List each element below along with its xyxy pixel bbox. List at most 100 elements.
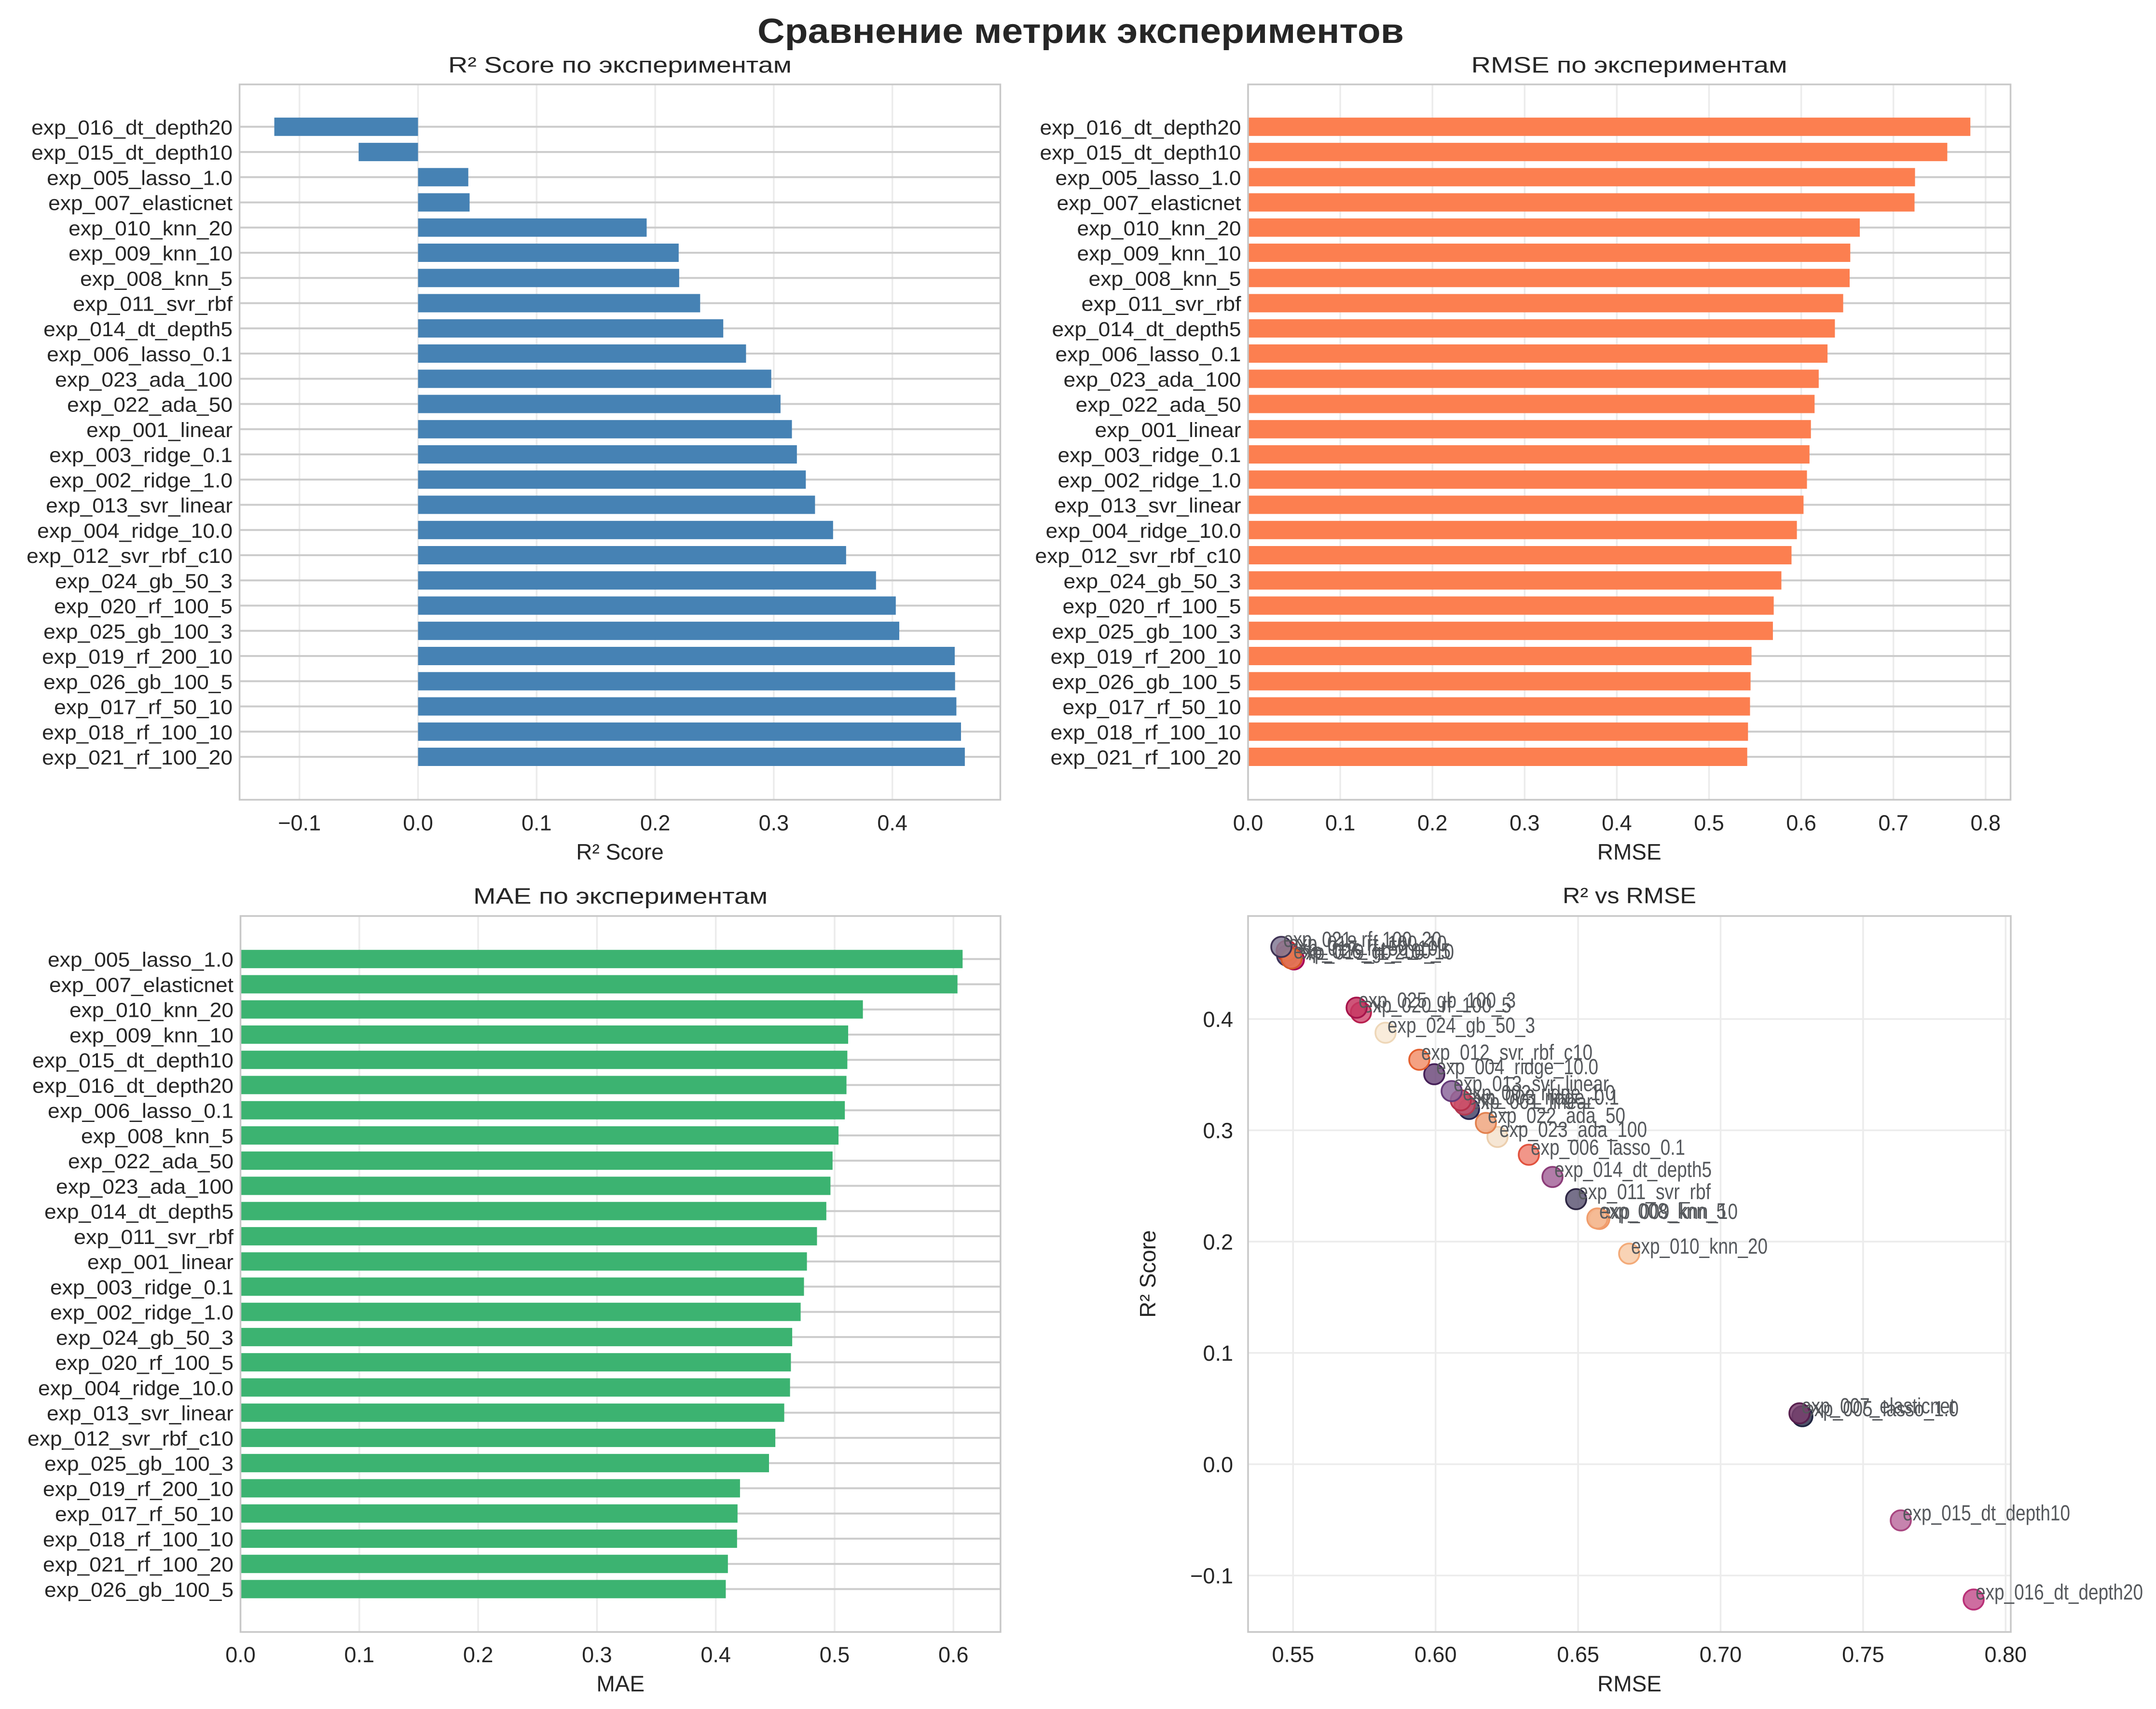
svg-text:RMSE: RMSE: [1597, 1671, 1662, 1696]
svg-text:exp_021_rf_100_20: exp_021_rf_100_20: [1283, 927, 1442, 952]
svg-text:exp_010_knn_20: exp_010_knn_20: [69, 999, 233, 1022]
svg-text:exp_022_ada_50: exp_022_ada_50: [67, 394, 233, 417]
svg-text:0.0: 0.0: [403, 810, 433, 835]
svg-text:exp_023_ada_100: exp_023_ada_100: [1499, 1117, 1647, 1142]
svg-text:exp_011_svr_rbf: exp_011_svr_rbf: [74, 1226, 234, 1249]
svg-text:exp_022_ada_50: exp_022_ada_50: [1488, 1103, 1625, 1128]
svg-text:exp_010_knn_20: exp_010_knn_20: [69, 217, 233, 240]
svg-text:MAE: MAE: [596, 1671, 645, 1696]
svg-text:exp_009_knn_10: exp_009_knn_10: [69, 1024, 233, 1047]
svg-text:exp_007_elasticnet: exp_007_elasticnet: [48, 192, 233, 215]
svg-text:exp_025_gb_100_3: exp_025_gb_100_3: [1052, 620, 1241, 643]
svg-text:exp_023_ada_100: exp_023_ada_100: [56, 1175, 233, 1198]
svg-text:0.5: 0.5: [820, 1642, 850, 1667]
svg-text:exp_014_dt_depth5: exp_014_dt_depth5: [43, 318, 233, 341]
svg-text:exp_016_dt_depth20: exp_016_dt_depth20: [1976, 1580, 2143, 1604]
svg-text:exp_023_ada_100: exp_023_ada_100: [55, 368, 233, 391]
svg-text:exp_004_ridge_10.0: exp_004_ridge_10.0: [1436, 1054, 1598, 1079]
svg-text:0.1: 0.1: [1325, 810, 1356, 835]
svg-text:exp_002_ridge_1.0: exp_002_ridge_1.0: [50, 1301, 233, 1325]
svg-text:exp_009_knn_10: exp_009_knn_10: [1077, 242, 1241, 265]
svg-text:RMSE: RMSE: [1597, 839, 1662, 864]
svg-text:exp_018_rf_100_10: exp_018_rf_100_10: [1051, 721, 1241, 744]
svg-text:0.2: 0.2: [1417, 810, 1448, 835]
svg-text:exp_018_rf_100_10: exp_018_rf_100_10: [43, 1528, 233, 1551]
svg-text:exp_019_rf_200_10: exp_019_rf_200_10: [43, 1477, 233, 1501]
svg-text:exp_026_gb_100_5: exp_026_gb_100_5: [44, 1578, 233, 1601]
svg-text:exp_021_rf_100_20: exp_021_rf_100_20: [42, 746, 233, 769]
svg-text:0.65: 0.65: [1557, 1642, 1599, 1667]
svg-text:0.3: 0.3: [1510, 810, 1540, 835]
svg-text:exp_019_rf_200_10: exp_019_rf_200_10: [42, 645, 233, 669]
svg-text:exp_003_ridge_0.1: exp_003_ridge_0.1: [1467, 1085, 1619, 1109]
svg-text:exp_016_dt_depth20: exp_016_dt_depth20: [1040, 116, 1241, 139]
svg-text:exp_015_dt_depth10: exp_015_dt_depth10: [1903, 1501, 2070, 1525]
svg-text:exp_008_knn_5: exp_008_knn_5: [80, 267, 233, 290]
svg-text:exp_015_dt_depth10: exp_015_dt_depth10: [1040, 141, 1241, 164]
svg-text:exp_013_svr_linear: exp_013_svr_linear: [1055, 494, 1241, 518]
svg-text:exp_001_linear: exp_001_linear: [87, 1251, 233, 1274]
svg-text:Сравнение метрик экспериментов: Сравнение метрик экспериментов: [757, 12, 1404, 51]
svg-text:exp_011_svr_rbf: exp_011_svr_rbf: [1082, 293, 1242, 316]
svg-text:exp_012_svr_rbf_c10: exp_012_svr_rbf_c10: [27, 1427, 233, 1450]
svg-text:0.0: 0.0: [1203, 1452, 1233, 1477]
svg-text:exp_015_dt_depth10: exp_015_dt_depth10: [32, 1049, 233, 1072]
svg-text:exp_021_rf_100_20: exp_021_rf_100_20: [1051, 746, 1241, 769]
svg-text:exp_006_lasso_0.1: exp_006_lasso_0.1: [47, 343, 233, 366]
svg-text:exp_014_dt_depth5: exp_014_dt_depth5: [1052, 318, 1241, 341]
svg-text:exp_002_ridge_1.0: exp_002_ridge_1.0: [1058, 469, 1241, 492]
svg-text:exp_003_ridge_0.1: exp_003_ridge_0.1: [1058, 444, 1241, 467]
svg-text:exp_025_gb_100_3: exp_025_gb_100_3: [1359, 988, 1516, 1012]
svg-text:exp_022_ada_50: exp_022_ada_50: [68, 1150, 233, 1173]
svg-text:exp_007_elasticnet: exp_007_elasticnet: [1801, 1394, 1955, 1418]
svg-text:0.1: 0.1: [1203, 1341, 1233, 1366]
svg-text:exp_001_linear: exp_001_linear: [86, 419, 233, 442]
svg-text:exp_007_elasticnet: exp_007_elasticnet: [1057, 192, 1241, 215]
svg-text:exp_006_lasso_0.1: exp_006_lasso_0.1: [1531, 1135, 1685, 1160]
svg-text:0.6: 0.6: [938, 1642, 969, 1667]
svg-text:exp_020_rf_100_5: exp_020_rf_100_5: [55, 1352, 233, 1375]
svg-text:0.80: 0.80: [1985, 1642, 2027, 1667]
svg-text:exp_019_rf_200_10: exp_019_rf_200_10: [1051, 645, 1241, 669]
svg-text:exp_003_ridge_0.1: exp_003_ridge_0.1: [49, 444, 233, 467]
svg-text:−0.1: −0.1: [278, 810, 321, 835]
svg-text:0.4: 0.4: [700, 1642, 731, 1667]
svg-text:exp_005_lasso_1.0: exp_005_lasso_1.0: [47, 166, 233, 190]
svg-text:exp_017_rf_50_10: exp_017_rf_50_10: [55, 1503, 233, 1526]
svg-text:exp_010_knn_20: exp_010_knn_20: [1631, 1234, 1768, 1258]
svg-text:exp_021_rf_100_20: exp_021_rf_100_20: [43, 1553, 233, 1576]
svg-text:exp_017_rf_50_10: exp_017_rf_50_10: [1289, 936, 1438, 960]
svg-text:R² vs RMSE: R² vs RMSE: [1563, 883, 1696, 908]
svg-text:exp_009_knn_10: exp_009_knn_10: [69, 242, 233, 265]
svg-text:0.70: 0.70: [1700, 1642, 1742, 1667]
svg-text:exp_024_gb_50_3: exp_024_gb_50_3: [55, 570, 233, 593]
svg-text:exp_010_knn_20: exp_010_knn_20: [1077, 217, 1241, 240]
svg-text:exp_005_lasso_1.0: exp_005_lasso_1.0: [1804, 1396, 1959, 1421]
svg-text:exp_012_svr_rbf_c10: exp_012_svr_rbf_c10: [1421, 1040, 1593, 1065]
svg-text:−0.1: −0.1: [1190, 1564, 1233, 1588]
svg-text:exp_020_rf_100_5: exp_020_rf_100_5: [54, 595, 233, 618]
svg-text:0.8: 0.8: [1971, 810, 2001, 835]
svg-text:exp_016_dt_depth20: exp_016_dt_depth20: [32, 1074, 233, 1097]
svg-text:exp_007_elasticnet: exp_007_elasticnet: [49, 973, 233, 997]
svg-text:exp_025_gb_100_3: exp_025_gb_100_3: [44, 1452, 233, 1476]
svg-text:0.3: 0.3: [759, 810, 789, 835]
svg-text:exp_011_svr_rbf: exp_011_svr_rbf: [1578, 1179, 1711, 1204]
svg-text:exp_019_rf_200_10: exp_019_rf_200_10: [1296, 940, 1454, 964]
svg-text:exp_011_svr_rbf: exp_011_svr_rbf: [73, 293, 233, 316]
svg-text:exp_020_rf_100_5: exp_020_rf_100_5: [1363, 993, 1511, 1017]
svg-text:exp_022_ada_50: exp_022_ada_50: [1076, 394, 1241, 417]
svg-text:exp_004_ridge_10.0: exp_004_ridge_10.0: [38, 1377, 233, 1400]
svg-text:exp_012_svr_rbf_c10: exp_012_svr_rbf_c10: [27, 545, 233, 568]
svg-text:exp_023_ada_100: exp_023_ada_100: [1064, 368, 1241, 391]
svg-text:exp_024_gb_50_3: exp_024_gb_50_3: [56, 1326, 233, 1350]
svg-text:0.60: 0.60: [1414, 1642, 1457, 1667]
svg-text:0.0: 0.0: [225, 1642, 256, 1667]
svg-text:0.7: 0.7: [1878, 810, 1909, 835]
svg-text:exp_004_ridge_10.0: exp_004_ridge_10.0: [37, 520, 233, 543]
svg-text:exp_012_svr_rbf_c10: exp_012_svr_rbf_c10: [1035, 545, 1241, 568]
svg-text:exp_006_lasso_0.1: exp_006_lasso_0.1: [1056, 343, 1241, 366]
svg-text:0.2: 0.2: [463, 1642, 494, 1667]
svg-text:exp_018_rf_100_10: exp_018_rf_100_10: [1289, 931, 1447, 956]
svg-text:0.2: 0.2: [1203, 1230, 1233, 1254]
